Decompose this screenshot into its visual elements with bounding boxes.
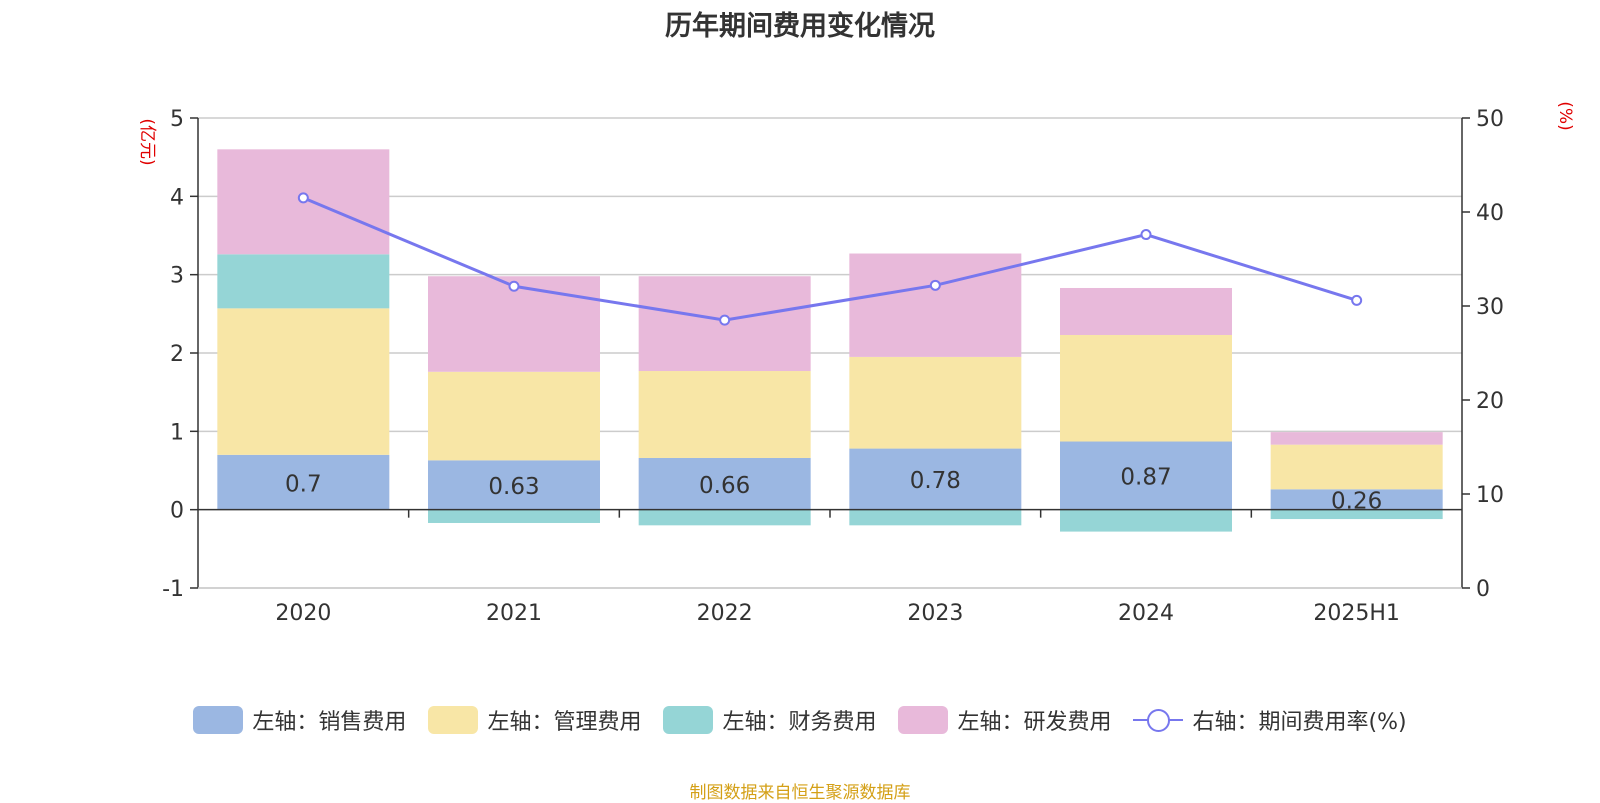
legend-line-icon [1133, 706, 1184, 734]
legend-swatch [428, 706, 479, 734]
legend-item[interactable]: 左轴：销售费用 [193, 704, 406, 736]
rate-point [1140, 229, 1152, 241]
legend-swatch [663, 706, 714, 734]
left-tick-label: -1 [162, 577, 184, 602]
left-tick-label: 4 [170, 185, 184, 210]
bars [217, 149, 1443, 532]
legend-label: 左轴：财务费用 [722, 710, 877, 735]
bar-data-label: 0.63 [488, 474, 539, 500]
bar-segment [217, 454, 390, 510]
source-note: 制图数据来自恒生聚源数据库 [689, 783, 911, 803]
right-tick-label: 50 [1476, 107, 1504, 132]
legend-swatch [193, 706, 244, 734]
legend-item[interactable]: 左轴：财务费用 [663, 704, 876, 736]
bar-segment [428, 371, 600, 461]
bar-segment [1060, 441, 1232, 510]
bar-data-label: 0.66 [699, 473, 750, 499]
legend-item[interactable]: 右轴：期间费用率(%) [1133, 704, 1407, 736]
left-tick-label: 0 [170, 499, 184, 524]
left-tick-label: 5 [170, 107, 184, 132]
bar-segment [1270, 509, 1443, 520]
bar-segment [849, 356, 1022, 449]
category-label: 2025H1 [1313, 601, 1400, 626]
legend-swatch [898, 706, 949, 734]
bar-segment [849, 509, 1022, 526]
right-axis-unit: (%) [1555, 101, 1575, 130]
left-tick-label: 1 [170, 420, 184, 445]
category-label: 2021 [486, 601, 542, 626]
left-tick-label: 3 [170, 264, 184, 289]
legend: 左轴：销售费用 左轴：管理费用 左轴：财务费用 左轴：研发费用 右轴：期间费用率(%) [0, 700, 1600, 740]
category-label: 2023 [907, 601, 963, 626]
bar-segment [849, 253, 1022, 357]
bar-data-label: 0.26 [1331, 488, 1382, 514]
right-tick-label: 0 [1476, 577, 1490, 602]
category-label: 2022 [697, 601, 753, 626]
bar-segment [1270, 489, 1443, 510]
data-labels: 0.7 0.63 0.66 0.78 0.87 0.26 [285, 465, 1382, 515]
chart-title: 历年期间费用变化情况 [665, 11, 935, 42]
rate-point [508, 280, 520, 292]
legend-label: 左轴：管理费用 [487, 710, 642, 735]
rate-point [719, 314, 731, 326]
legend-label: 左轴：销售费用 [252, 710, 407, 735]
legend-item[interactable]: 左轴：管理费用 [428, 704, 641, 736]
bar-segment [849, 448, 1022, 510]
bar-segment [428, 460, 600, 510]
bar-segment [1060, 334, 1232, 442]
bar-segment [217, 308, 390, 455]
bar-data-label: 0.7 [285, 471, 322, 497]
category-label: 2024 [1118, 601, 1174, 626]
bar-segment [1270, 444, 1443, 490]
bar-data-label: 0.78 [910, 468, 961, 494]
rate-line-path [302, 196, 1358, 322]
bar-segment [217, 254, 390, 309]
legend-item[interactable]: 左轴：研发费用 [898, 704, 1111, 736]
bar-segment [1060, 287, 1232, 335]
left-axis-unit: (亿元) [137, 118, 157, 165]
category-label: 2020 [275, 601, 331, 626]
rate-point [297, 192, 309, 204]
bar-segment [638, 509, 811, 526]
bar-segment [638, 371, 811, 458]
rate-point [1351, 294, 1363, 306]
left-tick-label: 2 [170, 342, 184, 367]
bar-segment [428, 276, 600, 372]
bar-segment [1060, 509, 1232, 532]
rate-line [297, 192, 1363, 326]
legend-label: 左轴：研发费用 [957, 710, 1112, 735]
legend-label: 右轴：期间费用率(%) [1192, 710, 1407, 735]
right-tick-label: 20 [1476, 389, 1504, 414]
right-tick-label: 30 [1476, 295, 1504, 320]
bar-segment [428, 509, 600, 523]
right-tick-label: 40 [1476, 201, 1504, 226]
bar-data-label: 0.87 [1120, 465, 1171, 491]
bar-segment [1270, 432, 1443, 445]
bar-segment [638, 457, 811, 510]
rate-point [929, 279, 941, 291]
right-tick-label: 10 [1476, 483, 1504, 508]
